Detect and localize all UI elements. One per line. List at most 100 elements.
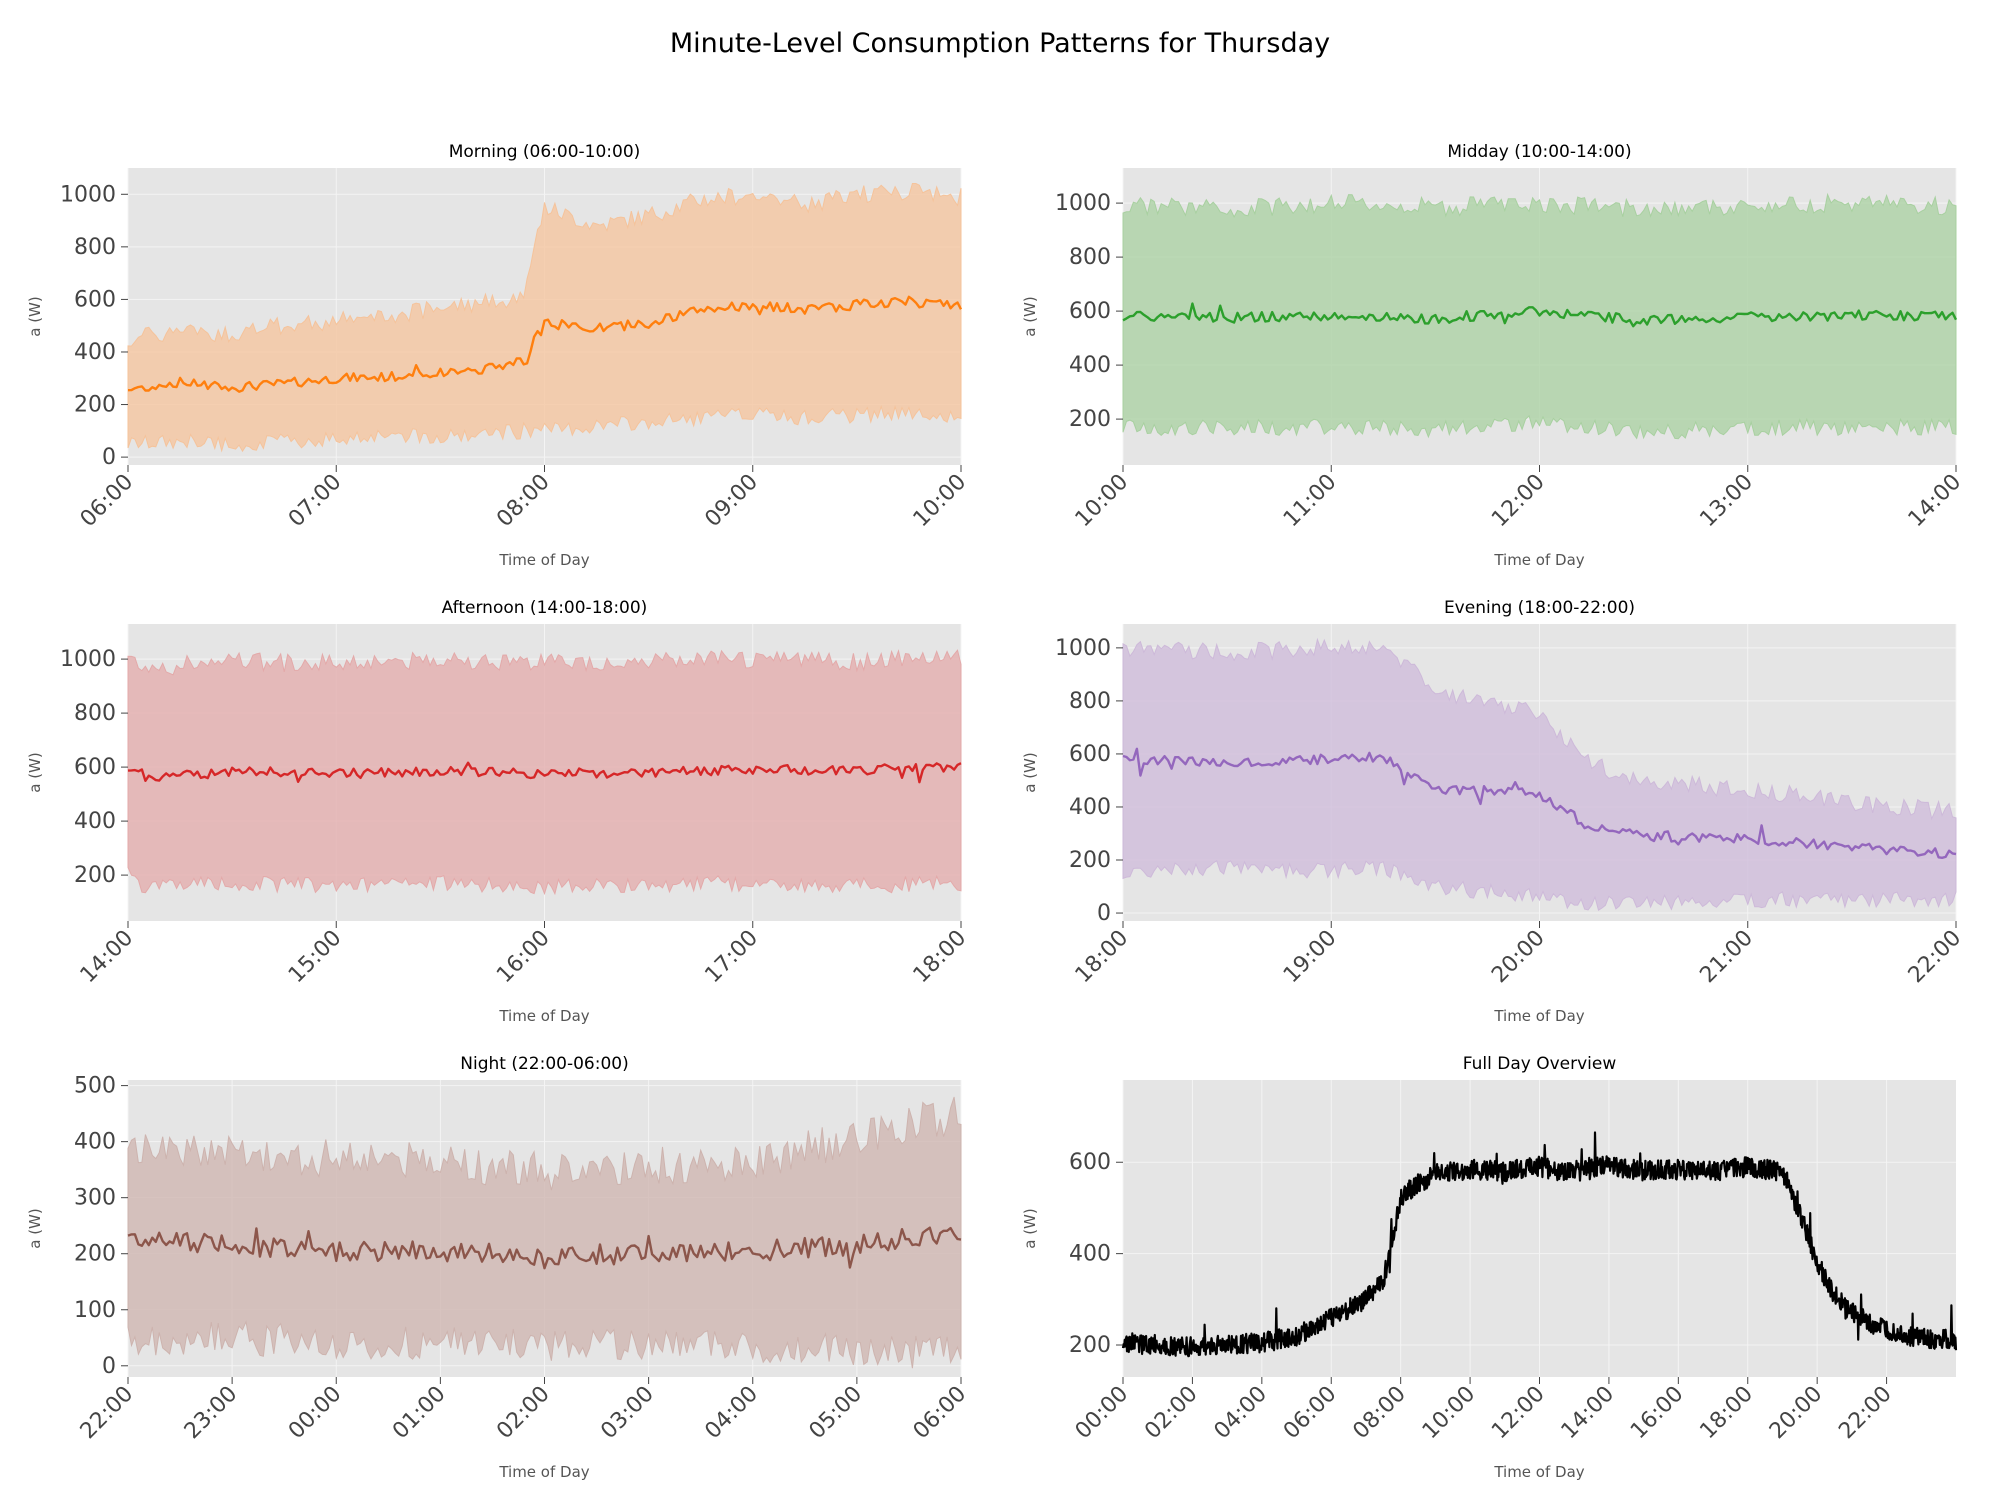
panel-4-ytick-label: 400 [1069, 795, 1111, 820]
panel-2-ytick-label: 400 [1069, 353, 1111, 378]
panel-5-xtick-label: 22:00 [76, 1382, 139, 1445]
panel-5-xtick-label: 01:00 [388, 1382, 451, 1445]
panel-4-ytick-label: 200 [1069, 848, 1111, 873]
panel-1-ytick-label: 600 [74, 287, 116, 312]
panel-2-y-axis-label: a (W) [1021, 296, 1039, 337]
figure-title: Minute-Level Consumption Patterns for Th… [670, 28, 1330, 59]
panel-4-mean-line [1122, 747, 1957, 859]
panel-1-ytick-label: 200 [74, 393, 116, 418]
panel-6-xtick-label: 08:00 [1348, 1382, 1411, 1445]
panel-1-ytick-label: 1000 [60, 182, 116, 207]
panel-2-ytick-label: 200 [1069, 407, 1111, 432]
panel-3-ytick-label: 1000 [60, 647, 116, 672]
panel-6-xtick-label: 12:00 [1487, 1382, 1550, 1445]
panel-6-xtick-label: 00:00 [1071, 1382, 1134, 1445]
panel-3-ytick-label: 600 [74, 755, 116, 780]
panel-4-xtick-label: 18:00 [1071, 926, 1134, 989]
panel-2-title: Midday (10:00-14:00) [1447, 142, 1631, 162]
panel-1-y-axis-label: a (W) [26, 296, 44, 337]
panel-5-xtick-label: 05:00 [805, 1382, 868, 1445]
panel-1-title: Morning (06:00-10:00) [449, 142, 641, 162]
panel-2-xtick-label: 14:00 [1904, 470, 1967, 533]
panel-1-ytick-label: 400 [74, 340, 116, 365]
panel-5-y-axis-label: a (W) [26, 1208, 44, 1249]
panel-4-ytick-label: 0 [1097, 901, 1111, 926]
panel-1-ytick-label: 800 [74, 235, 116, 260]
panel-6-xtick-label: 18:00 [1695, 1382, 1758, 1445]
panel-3-y-axis-label: a (W) [26, 752, 44, 793]
panel-6-xtick-label: 20:00 [1765, 1382, 1828, 1445]
panel-1-xtick-label: 09:00 [700, 470, 763, 533]
chart-panel-night-22-00-06-00: 0 100 200 300 400 500 22:00 23:00 00:00 01:00 02:0… [26, 1054, 971, 1481]
panel-4-xtick-label: 22:00 [1904, 926, 1967, 989]
panel-1-mean-line [127, 295, 963, 393]
panel-3-range-band [127, 649, 962, 896]
panel-4-y-axis-label: a (W) [1021, 752, 1039, 793]
panel-4-xtick-label: 20:00 [1487, 926, 1550, 989]
panel-6-xtick-label: 10:00 [1418, 1382, 1481, 1445]
panel-6-xtick-label: 02:00 [1140, 1382, 1203, 1445]
panel-1-xtick-label: 10:00 [909, 470, 972, 533]
panel-2-ytick-label: 600 [1069, 299, 1111, 324]
panel-1-xtick-label: 08:00 [492, 470, 555, 533]
panel-3-title: Afternoon (14:00-18:00) [442, 598, 648, 618]
panel-2-x-axis-label: Time of Day [1493, 551, 1584, 569]
panel-5-ytick-label: 500 [74, 1074, 116, 1099]
panel-6-xtick-label: 16:00 [1626, 1382, 1689, 1445]
panel-6-xtick-label: 06:00 [1279, 1382, 1342, 1445]
panel-4-range-band [1122, 637, 1957, 911]
panel-2-xtick-label: 12:00 [1487, 470, 1550, 533]
panel-5-mean-line [127, 1226, 962, 1270]
panel-6-xtick-label: 04:00 [1210, 1382, 1273, 1445]
chart-panel-morning-06-00-10-00: 0 200 400 600 800 1000 06:00 07:00 08:00 09:00 10:… [26, 142, 971, 569]
panel-5-ytick-label: 300 [74, 1186, 116, 1211]
panel-4-ytick-label: 600 [1069, 742, 1111, 767]
panel-3-xtick-label: 15:00 [284, 926, 347, 989]
panel-5-ytick-label: 100 [74, 1298, 116, 1323]
panel-4-x-axis-label: Time of Day [1493, 1007, 1584, 1025]
panel-2-ytick-label: 1000 [1055, 191, 1111, 216]
panel-5-xtick-label: 04:00 [700, 1382, 763, 1445]
panel-3-xtick-label: 16:00 [492, 926, 555, 989]
panel-4-xtick-label: 21:00 [1695, 926, 1758, 989]
chart-panel-evening-18-00-22-00: 0 200 400 600 800 1000 18:00 19:00 20:00 21:00 22:… [1021, 598, 1966, 1025]
panel-2-xtick-label: 13:00 [1695, 470, 1758, 533]
panel-3-xtick-label: 17:00 [700, 926, 763, 989]
chart-panel-afternoon-14-00-18-00: 200 400 600 800 1000 14:00 15:00 16:00 17:00 18:0… [26, 598, 971, 1025]
panel-5-title: Night (22:00-06:00) [460, 1054, 628, 1074]
panel-3-ytick-label: 200 [74, 863, 116, 888]
panel-1-ytick-label: 0 [102, 445, 116, 470]
panel-5-xtick-label: 00:00 [284, 1382, 347, 1445]
panel-5-x-axis-label: Time of Day [498, 1463, 589, 1481]
panel-5-xtick-label: 02:00 [492, 1382, 555, 1445]
panel-6-ytick-label: 400 [1069, 1242, 1111, 1267]
panel-3-xtick-label: 18:00 [909, 926, 972, 989]
panel-4-ytick-label: 1000 [1055, 636, 1111, 661]
panel-1-xtick-label: 07:00 [284, 470, 347, 533]
panel-5-ytick-label: 200 [74, 1242, 116, 1267]
panel-6-ytick-label: 200 [1069, 1333, 1111, 1358]
panel-1-xtick-label: 06:00 [76, 470, 139, 533]
panel-5-xtick-label: 03:00 [596, 1382, 659, 1445]
panel-4-ytick-label: 800 [1069, 689, 1111, 714]
chart-panel-midday-10-00-14-00: 200 400 600 800 1000 10:00 11:00 12:00 13:00 14:0… [1021, 142, 1966, 569]
panel-6-x-axis-label: Time of Day [1493, 1463, 1584, 1481]
panel-5-range-band [127, 1096, 962, 1369]
panel-6-xtick-label: 14:00 [1557, 1382, 1620, 1445]
panel-6-y-axis-label: a (W) [1021, 1208, 1039, 1249]
panel-3-xtick-label: 14:00 [76, 926, 139, 989]
panel-2-xtick-label: 10:00 [1071, 470, 1134, 533]
panel-4-title: Evening (18:00-22:00) [1444, 598, 1635, 618]
panel-4-xtick-label: 19:00 [1279, 926, 1342, 989]
panel-5-xtick-label: 06:00 [909, 1382, 972, 1445]
panel-1-range-band [127, 183, 962, 453]
panel-2-xtick-label: 11:00 [1279, 470, 1342, 533]
panel-2-mean-line [1122, 302, 1958, 328]
panel-6-mean-line [1121, 1131, 1958, 1358]
panel-5-ytick-label: 0 [102, 1354, 116, 1379]
panel-3-mean-line [127, 761, 962, 784]
panel-3-x-axis-label: Time of Day [498, 1007, 589, 1025]
panel-6-title: Full Day Overview [1463, 1054, 1617, 1074]
